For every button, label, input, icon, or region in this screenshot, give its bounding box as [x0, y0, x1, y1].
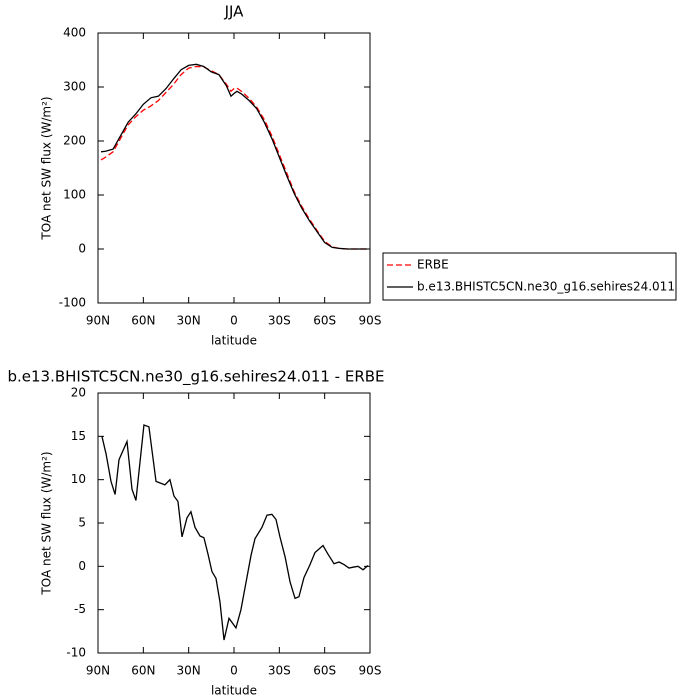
data-line — [100, 63, 367, 250]
y-tick-label: 300 — [63, 80, 86, 94]
x-tick-label: 90N — [86, 314, 110, 328]
data-line — [101, 424, 369, 641]
x-tick-label: 90S — [359, 314, 382, 328]
x-tick-label: 60S — [313, 314, 336, 328]
plot-frame — [97, 392, 371, 654]
y-tick-label: -10 — [66, 646, 86, 660]
x-tick-label: 30S — [268, 314, 291, 328]
plot-frame — [97, 32, 371, 304]
y-tick-label: 200 — [63, 134, 86, 148]
y-tick-label: -5 — [74, 602, 86, 616]
x-tick-label: 30N — [177, 314, 201, 328]
y-axis-label: TOA net SW flux (W/m²) — [40, 96, 54, 240]
chart-title: JJA — [224, 3, 245, 21]
y-tick-label: 400 — [63, 26, 86, 40]
y-axis-label: TOA net SW flux (W/m²) — [40, 451, 54, 595]
x-axis-label: latitude — [211, 684, 257, 698]
y-tick-label: -100 — [59, 296, 86, 310]
x-tick-label: 30S — [268, 664, 291, 678]
x-tick-label: 90S — [359, 664, 382, 678]
x-tick-label: 30N — [177, 664, 201, 678]
x-tick-label: 90N — [86, 664, 110, 678]
y-tick-label: 20 — [71, 386, 86, 400]
legend-label: ERBE — [417, 258, 449, 272]
legend-label: b.e13.BHISTC5CN.ne30_g16.sehires24.011 — [417, 280, 675, 294]
y-tick-label: 100 — [63, 188, 86, 202]
y-tick-label: 5 — [78, 516, 86, 530]
x-tick-label: 0 — [230, 664, 238, 678]
y-tick-label: 15 — [71, 429, 86, 443]
chart-title: b.e13.BHISTC5CN.ne30_g16.sehires24.011 -… — [7, 368, 384, 387]
x-tick-label: 60N — [131, 314, 155, 328]
y-tick-label: 0 — [78, 242, 86, 256]
legend-box — [382, 252, 677, 301]
y-tick-label: 10 — [71, 472, 86, 486]
x-tick-label: 0 — [230, 314, 238, 328]
y-tick-label: 0 — [78, 559, 86, 573]
x-axis-label: latitude — [211, 334, 257, 348]
x-tick-label: 60S — [313, 664, 336, 678]
x-tick-label: 60N — [131, 664, 155, 678]
